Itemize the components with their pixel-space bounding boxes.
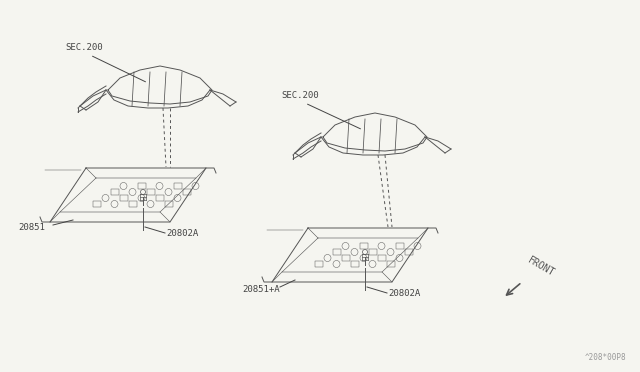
- Bar: [387, 261, 394, 267]
- Bar: [378, 255, 385, 261]
- Bar: [369, 249, 376, 255]
- Text: 20802A: 20802A: [166, 228, 198, 237]
- Text: FRONT: FRONT: [526, 255, 556, 278]
- Bar: [147, 189, 154, 195]
- Bar: [360, 243, 367, 249]
- Bar: [396, 243, 403, 249]
- Bar: [129, 201, 136, 207]
- Text: ^208*00P8: ^208*00P8: [584, 353, 626, 362]
- Bar: [342, 255, 349, 261]
- Bar: [93, 201, 100, 207]
- Bar: [351, 261, 358, 267]
- Bar: [333, 249, 340, 255]
- Text: 20802A: 20802A: [388, 289, 420, 298]
- Bar: [111, 189, 118, 195]
- Bar: [164, 201, 173, 207]
- Text: 20851+A: 20851+A: [242, 285, 280, 295]
- Bar: [156, 195, 163, 201]
- Bar: [182, 189, 191, 195]
- Bar: [120, 195, 127, 201]
- Bar: [173, 183, 182, 189]
- Bar: [138, 183, 145, 189]
- Text: SEC.200: SEC.200: [65, 43, 102, 52]
- Bar: [404, 249, 413, 255]
- Text: 20851: 20851: [18, 222, 45, 231]
- Text: SEC.200: SEC.200: [281, 91, 319, 100]
- Bar: [314, 261, 323, 267]
